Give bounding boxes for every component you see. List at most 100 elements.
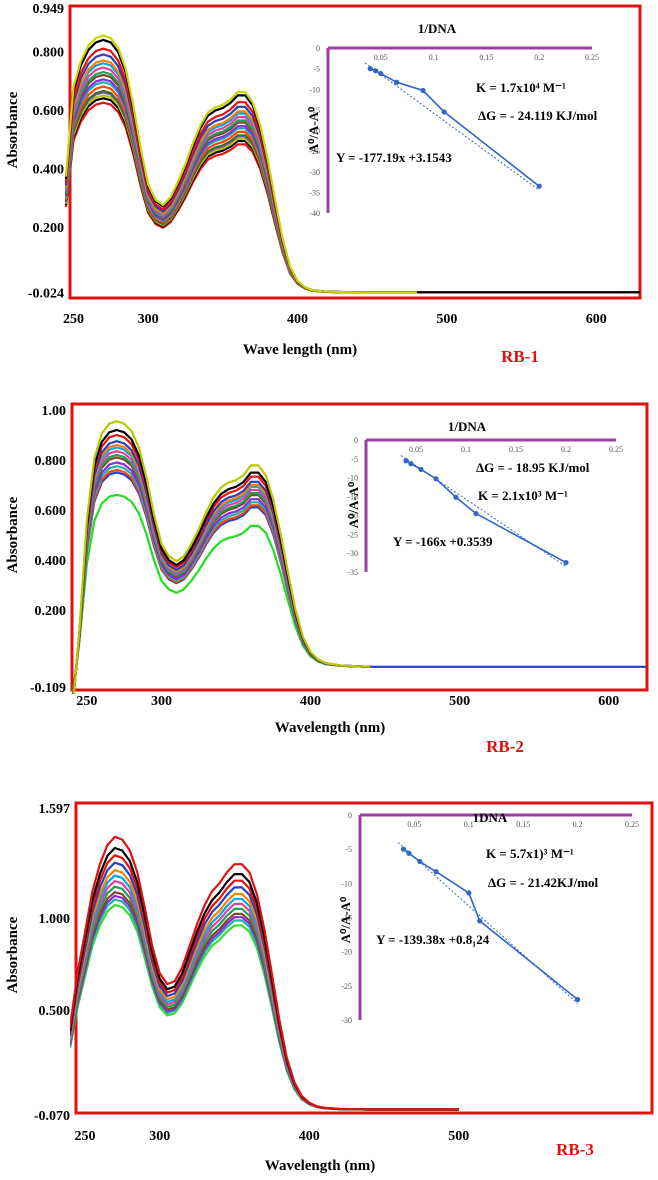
inset-x-tick-label: 0.05: [407, 820, 421, 829]
inset-x-tick-label: 0.25: [609, 445, 623, 454]
inset-y-tick-label: -25: [341, 982, 352, 991]
y-tick-label: 0.200: [35, 604, 67, 619]
inset-y-tick-label: 0: [354, 436, 358, 445]
spectrum-series-3: [70, 854, 459, 1111]
inset-data-point: [441, 109, 447, 115]
inset-y-tick-label: -30: [309, 168, 320, 177]
inset-data-point: [433, 869, 439, 875]
y-tick-label: 1.597: [39, 802, 71, 817]
inset-axis-label: A⁰/A-A⁰: [338, 896, 353, 943]
x-tick-label: 300: [151, 694, 172, 709]
inset-x-tick-label: 0.2: [534, 53, 544, 62]
y-tick-label: 0.400: [33, 162, 65, 177]
spectrum-series-2: [64, 38, 640, 294]
inset-data-point: [418, 466, 424, 473]
inset-y-tick-label: -10: [341, 879, 352, 888]
inset-data-point: [563, 559, 569, 566]
spectrum-series-5: [72, 443, 371, 694]
inset-title: 1/DNA: [418, 21, 457, 36]
inset-y-tick-label: -5: [313, 65, 320, 74]
inset-y-tick-label: -20: [347, 511, 358, 520]
y-tick-label: -0.109: [30, 681, 66, 696]
inset-title: 1DNA: [473, 810, 508, 825]
inset-annotation: ΔG = - 24.119 KJ/mol: [478, 108, 598, 123]
y-tick-label: 0.800: [35, 454, 67, 469]
inset-annotation: Y = -166x +0.3539: [393, 534, 493, 549]
inset-y-tick-label: -5: [351, 455, 358, 464]
spectrum-series-1: [64, 34, 417, 294]
inset-data-point: [453, 494, 459, 500]
spectrum-series-8: [64, 70, 640, 294]
y-axis-title: Absorbance: [5, 91, 21, 168]
inset-y-tick-label: -15: [341, 914, 352, 923]
x-axis-title: Wavelength (nm): [275, 720, 385, 736]
inset-annotation: K = 5.7x1)³ M⁻¹: [486, 846, 574, 861]
inset-y-tick-label: -30: [347, 549, 358, 558]
inset-data-point: [406, 850, 412, 856]
x-tick-label: 250: [76, 694, 97, 709]
plot-frame: [70, 402, 649, 692]
inset-annotation: K = 1.7x10⁴ M⁻¹: [476, 80, 566, 95]
inset-x-tick-label: 0.25: [625, 820, 639, 829]
y-tick-label: 0.949: [33, 2, 65, 17]
panel-rb-2: 1.00 0.800 0.600 0.400 0.200 -0.109 250 300 400 5…: [5, 402, 649, 756]
panel-label: RB-1: [501, 347, 539, 366]
y-axis-title: Absorbance: [5, 916, 21, 993]
y-tick-label: 0.500: [39, 1004, 71, 1019]
inset-data-point: [400, 846, 407, 852]
inset-annotation: Y = -139.38x +0.8₁24: [376, 932, 490, 947]
inset-data-line: [403, 848, 579, 1001]
inset-data-point: [466, 890, 472, 896]
inset-x-tick-label: 0.05: [409, 445, 423, 454]
inset-y-tick-label: -15: [309, 106, 320, 115]
spectrum-series-7: [64, 66, 640, 294]
y-tick-label: 1.00: [42, 404, 67, 419]
inset-y-tick-label: -20: [341, 948, 352, 957]
inset-data-point: [433, 476, 439, 482]
inset-data-point: [378, 70, 384, 77]
y-tick-label: -0.024: [28, 286, 64, 301]
inset-y-tick-label: -15: [347, 493, 358, 502]
inset-data-point: [473, 510, 479, 517]
panel-label: RB-3: [556, 1140, 594, 1159]
inset-data-point: [372, 68, 379, 74]
spectrum-series-4: [72, 440, 371, 694]
inset-y-tick-label: 0: [316, 44, 320, 53]
inset-y-tick-label: -5: [345, 845, 352, 854]
inset-y-tick-label: -10: [347, 474, 358, 483]
x-axis-title: Wave length (nm): [243, 342, 357, 358]
x-tick-label: 500: [448, 1129, 469, 1144]
x-axis-title: Wavelength (nm): [265, 1158, 375, 1174]
inset-data-point: [420, 87, 426, 94]
inset-y-tick-label: 0: [348, 811, 352, 820]
inset-data-point: [536, 183, 542, 189]
inset-y-tick-label: -30: [341, 1016, 352, 1025]
x-tick-label: 250: [63, 312, 84, 327]
inset-data-point: [477, 918, 483, 924]
spectra-group: [70, 835, 459, 1111]
spectra-group: [71, 420, 646, 694]
inset-y-tick-label: -35: [347, 568, 358, 577]
inset-x-tick-label: 0.2: [573, 820, 583, 829]
y-tick-label: -0.070: [34, 1109, 70, 1124]
inset-y-tick-label: -40: [309, 209, 320, 218]
x-tick-label: 600: [586, 312, 607, 327]
inset-x-tick-label: 0.2: [561, 445, 571, 454]
x-tick-label: 400: [287, 312, 308, 327]
inset-x-tick-label: 0.1: [464, 820, 474, 829]
inset-data-point: [394, 79, 400, 85]
spectrum-series-7: [70, 880, 459, 1111]
inset-plot: 0.05 0.1 0.15 0.2 0.25 0 -5 -10 -15 -20 -25 -30 1DNA…: [338, 810, 639, 1025]
spectrum-series-6: [64, 62, 640, 294]
panel-rb-3: 1.597 1.000 0.500 -0.070 250 300 400 500 Wavelen…: [5, 801, 654, 1174]
x-tick-label: 400: [300, 694, 321, 709]
inset-data-point: [403, 458, 409, 464]
inset-x-tick-label: 0.15: [516, 820, 530, 829]
inset-annotation: Y = -177.19x +3.1543: [336, 150, 452, 165]
y-tick-label: 0.600: [33, 104, 65, 119]
panel-rb-1: 0.949 0.800 0.600 0.400 0.200 -0.024 250 300 400…: [5, 2, 642, 366]
inset-x-tick-label: 0.25: [585, 53, 599, 62]
inset-annotation: K = 2.1x10³ M⁻¹: [478, 488, 568, 503]
inset-x-tick-label: 0.15: [479, 53, 493, 62]
